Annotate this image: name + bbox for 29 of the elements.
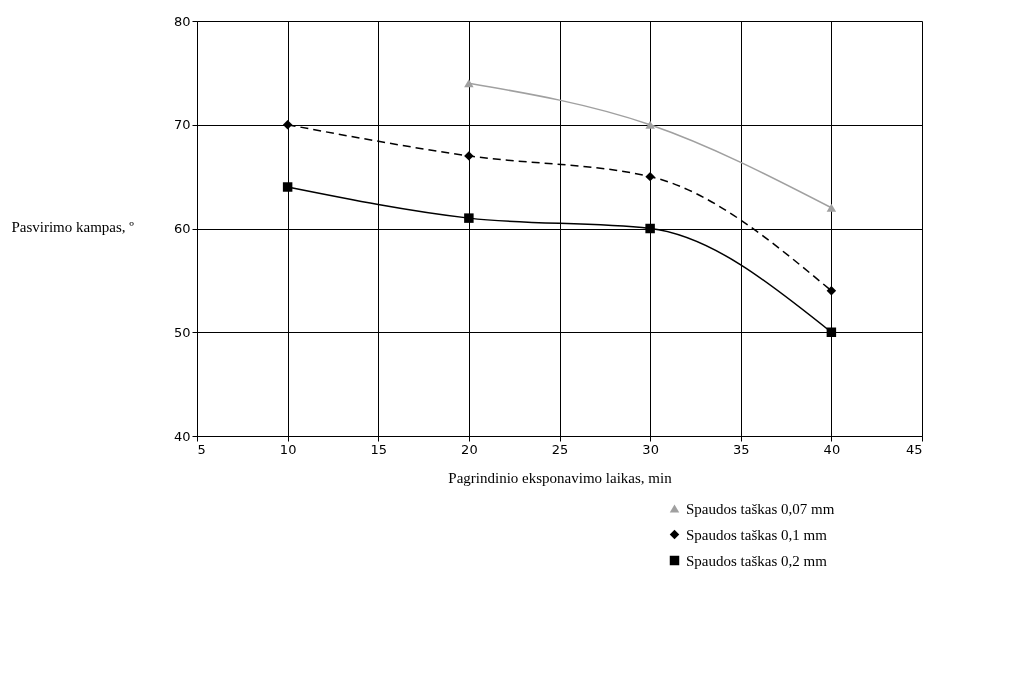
x-tick-label: 40 <box>823 441 841 457</box>
x-tick-label: 15 <box>370 441 388 457</box>
y-tick-label: 40 <box>173 428 191 444</box>
x-axis-title: Pagrindinio eksponavimo laikas, min <box>448 469 673 486</box>
point <box>826 327 837 337</box>
x-tick-label: 20 <box>461 441 478 457</box>
x-tick-label: 25 <box>551 441 569 457</box>
x-tick-label: 45 <box>905 441 923 457</box>
y-tick-label: 70 <box>173 117 191 133</box>
legend-label: Spaudos taškas 0,1 mm <box>686 526 828 543</box>
y-tick-label: 50 <box>173 324 191 340</box>
y-tick-label: 60 <box>173 221 191 236</box>
y-axis-title: Pasvirimo kampas, º <box>11 218 135 235</box>
x-tick-label: 35 <box>732 441 750 457</box>
point <box>826 286 837 296</box>
point <box>645 223 655 234</box>
legend-label: Spaudos taškas 0,07 mm <box>686 500 835 517</box>
point <box>464 79 474 88</box>
y-tick-label: 80 <box>173 13 191 29</box>
point <box>645 171 655 182</box>
legend-label: Spaudos taškas 0,2 mm <box>686 552 828 569</box>
point <box>645 120 655 129</box>
x-tick-label: 30 <box>642 441 659 457</box>
x-tick-label: 10 <box>279 441 297 457</box>
point <box>282 120 293 130</box>
point <box>464 213 474 223</box>
point <box>826 203 837 212</box>
x-tick-label: 5 <box>197 441 206 457</box>
point <box>282 182 293 192</box>
